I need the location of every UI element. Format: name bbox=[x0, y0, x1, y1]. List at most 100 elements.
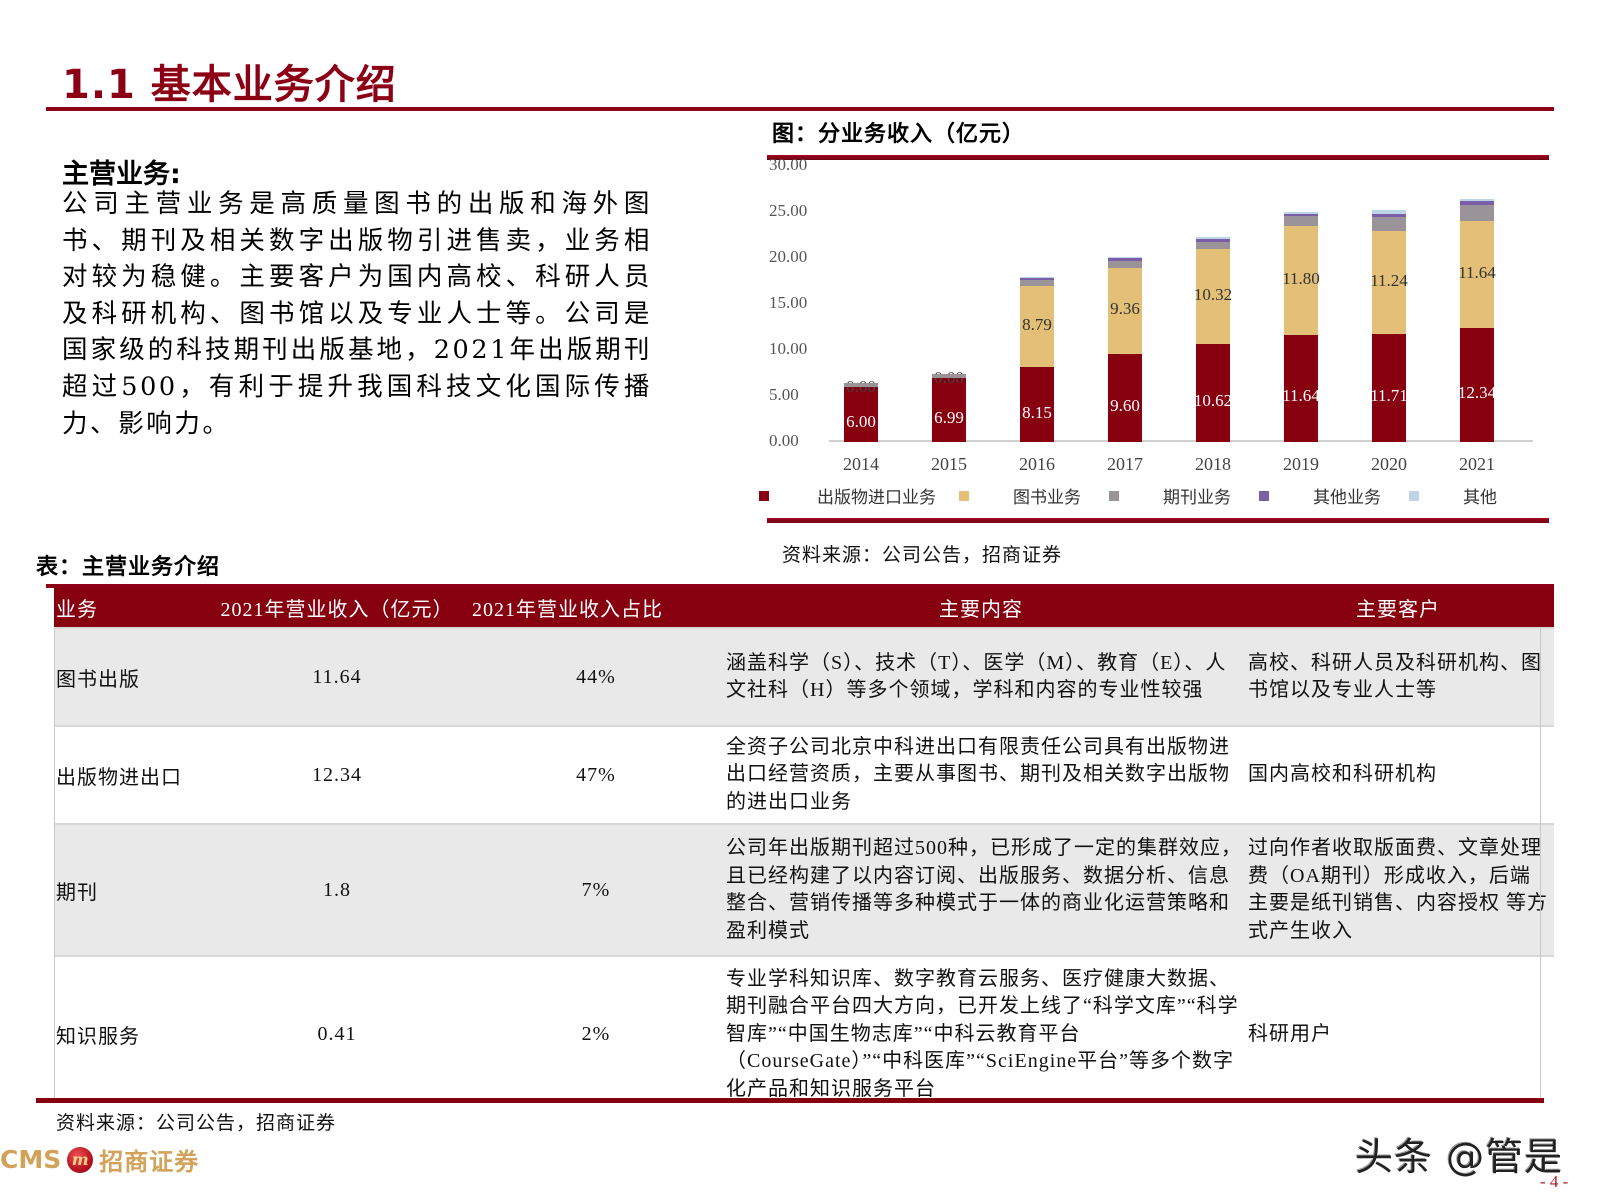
cell-business: 出版物进出口 bbox=[54, 725, 202, 824]
bar-segment: 9.60 bbox=[1108, 353, 1142, 442]
bar-segment: 11.64 bbox=[1282, 334, 1320, 442]
header-share: 2021年营业收入占比 bbox=[472, 588, 720, 628]
bar-2020: 11.71 11.24 bbox=[1370, 210, 1408, 442]
data-label: 10.32 bbox=[1193, 284, 1233, 304]
legend-label: 期刊业务 bbox=[1163, 488, 1231, 508]
x-tick-label: 2020 bbox=[1371, 454, 1407, 474]
cell-clients: 过向作者收取版面费、文章处理费（OA期刊）形成收入，后端主要是纸刊销售、内容授权… bbox=[1242, 823, 1554, 956]
bar-segment bbox=[1108, 257, 1142, 259]
bar-segment: 6.99 bbox=[932, 377, 966, 442]
bar-segment: 10.62 bbox=[1193, 344, 1233, 442]
x-tick-label: 2014 bbox=[843, 454, 879, 474]
legend-swatch-icon bbox=[959, 490, 969, 501]
page-number: - 4 - bbox=[1540, 1172, 1569, 1191]
legend-label: 其他业务 bbox=[1313, 488, 1381, 508]
cell-content: 公司年出版期刊超过500种，已形成了一定的集群效应，且已经构建了以内容订阅、出版… bbox=[720, 823, 1242, 956]
data-label: 6.00 bbox=[846, 412, 876, 432]
data-label: 6.99 bbox=[934, 407, 964, 427]
y-tick-label: 15.00 bbox=[769, 293, 808, 312]
header-clients: 主要客户 bbox=[1242, 588, 1554, 628]
bar-segment: 11.64 bbox=[1458, 221, 1496, 329]
data-label: 10.62 bbox=[1193, 391, 1233, 411]
cell-business: 期刊 bbox=[54, 823, 202, 956]
cell-content: 涵盖科学（S）、技术（T）、医学（M）、教育（E）、人文社科（H）等多个领域，学… bbox=[720, 627, 1242, 726]
bar-segment: 12.34 bbox=[1458, 328, 1496, 442]
bar-segment bbox=[1460, 199, 1494, 202]
bar-segment bbox=[1020, 279, 1054, 287]
table-left-border bbox=[54, 628, 55, 1102]
cell-revenue: 1.8 bbox=[202, 823, 472, 956]
cell-clients: 国内高校和科研机构 bbox=[1242, 725, 1554, 824]
chart-top-divider bbox=[767, 155, 1549, 160]
chart-legend: 出版物进口业务 图书业务 期刊业务 其他业务 其他 bbox=[759, 483, 1549, 508]
bar-segment: 8.15 bbox=[1020, 367, 1054, 442]
cell-clients: 科研用户 bbox=[1242, 955, 1554, 1112]
bar-2021: 12.34 11.64 bbox=[1458, 199, 1496, 442]
bar-segment: 8.79 bbox=[1020, 286, 1054, 368]
y-tick-label: 0.00 bbox=[769, 431, 799, 450]
x-tick-label: 2019 bbox=[1283, 454, 1319, 474]
cms-logo: CMS m 招商证券 bbox=[0, 1142, 199, 1177]
logo-chinese: 招商证券 bbox=[99, 1148, 200, 1176]
logo-latin: CMS bbox=[0, 1145, 62, 1174]
data-label: 11.80 bbox=[1282, 268, 1320, 288]
business-table: 业务 2021年营业收入（亿元） 2021年营业收入占比 主要内容 主要客户 图… bbox=[54, 588, 1554, 1112]
data-label: 0.00 bbox=[934, 368, 964, 388]
x-tick-label: 2015 bbox=[931, 454, 967, 474]
data-label: 11.64 bbox=[1458, 262, 1496, 282]
bar-segment bbox=[844, 383, 878, 387]
bar-segment bbox=[1372, 210, 1406, 214]
legend-item: 图书业务 bbox=[959, 483, 1081, 508]
bar-segment bbox=[1284, 211, 1318, 214]
data-label: 11.24 bbox=[1370, 270, 1408, 290]
bar-segment bbox=[1284, 216, 1318, 227]
watermark: 头条 @管是 bbox=[1355, 1135, 1564, 1179]
table-top-divider bbox=[46, 584, 1554, 588]
legend-swatch-icon bbox=[1259, 490, 1269, 501]
cell-business: 知识服务 bbox=[54, 955, 202, 1112]
legend-label: 图书业务 bbox=[1013, 488, 1081, 508]
bar-segment bbox=[1196, 237, 1230, 239]
legend-label: 其他 bbox=[1463, 488, 1497, 508]
bar-segment bbox=[1108, 258, 1142, 261]
data-label: 11.64 bbox=[1282, 386, 1320, 406]
bar-segment bbox=[1020, 277, 1054, 280]
data-label: 8.15 bbox=[1022, 402, 1052, 422]
stacked-bar-chart: 0.00 5.00 10.00 15.00 20.00 25.00 30.00 6.00 0.… bbox=[759, 155, 1549, 520]
bar-2016: 8.15 8.79 bbox=[1020, 276, 1054, 442]
legend-label: 出版物进口业务 bbox=[817, 488, 936, 508]
page-title: 1.1 基本业务介绍 bbox=[62, 62, 397, 108]
legend-item: 其他业务 bbox=[1259, 483, 1381, 508]
cell-share: 47% bbox=[472, 725, 720, 824]
table-source: 资料来源：公司公告，招商证券 bbox=[56, 1112, 337, 1134]
x-tick-label: 2021 bbox=[1459, 454, 1495, 474]
header-revenue: 2021年营业收入（亿元） bbox=[202, 588, 472, 628]
cell-revenue: 12.34 bbox=[202, 725, 472, 824]
x-tick-label: 2017 bbox=[1107, 454, 1143, 474]
table-row: 期刊 1.8 7% 公司年出版期刊超过500种，已形成了一定的集群效应，且已经构… bbox=[54, 823, 1554, 956]
legend-swatch-icon bbox=[759, 490, 769, 501]
cell-share: 7% bbox=[472, 823, 720, 956]
bar-segment: 9.36 bbox=[1108, 267, 1142, 354]
bar-segment bbox=[932, 373, 966, 378]
table-right-border bbox=[1540, 628, 1541, 1102]
table-row: 图书出版 11.64 44% 涵盖科学（S）、技术（T）、医学（M）、教育（E）… bbox=[54, 627, 1554, 726]
bar-segment: 11.24 bbox=[1370, 230, 1408, 335]
header-content: 主要内容 bbox=[720, 588, 1242, 628]
data-label: 9.60 bbox=[1110, 395, 1140, 415]
bar-segment: 6.00 bbox=[844, 386, 878, 442]
cell-clients: 高校、科研人员及科研机构、图书馆以及专业人士等 bbox=[1242, 627, 1554, 726]
y-tick-label: 30.00 bbox=[769, 155, 808, 174]
header-business: 业务 bbox=[54, 588, 202, 628]
bar-2014: 6.00 0.00 bbox=[844, 377, 878, 442]
bar-segment: 11.71 bbox=[1370, 334, 1408, 442]
bar-segment bbox=[1284, 213, 1318, 217]
chart-title: 图：分业务收入（亿元） bbox=[772, 121, 1026, 147]
data-label: 0.00 bbox=[846, 377, 876, 397]
bar-segment bbox=[1460, 204, 1494, 222]
bar-segment bbox=[1372, 216, 1406, 231]
legend-swatch-icon bbox=[1409, 490, 1419, 501]
table-row: 知识服务 0.41 2% 专业学科知识库、数字教育云服务、医疗健康大数据、期刊融… bbox=[54, 955, 1554, 1112]
legend-item: 出版物进口业务 bbox=[759, 483, 936, 508]
bar-segment bbox=[1196, 241, 1230, 250]
